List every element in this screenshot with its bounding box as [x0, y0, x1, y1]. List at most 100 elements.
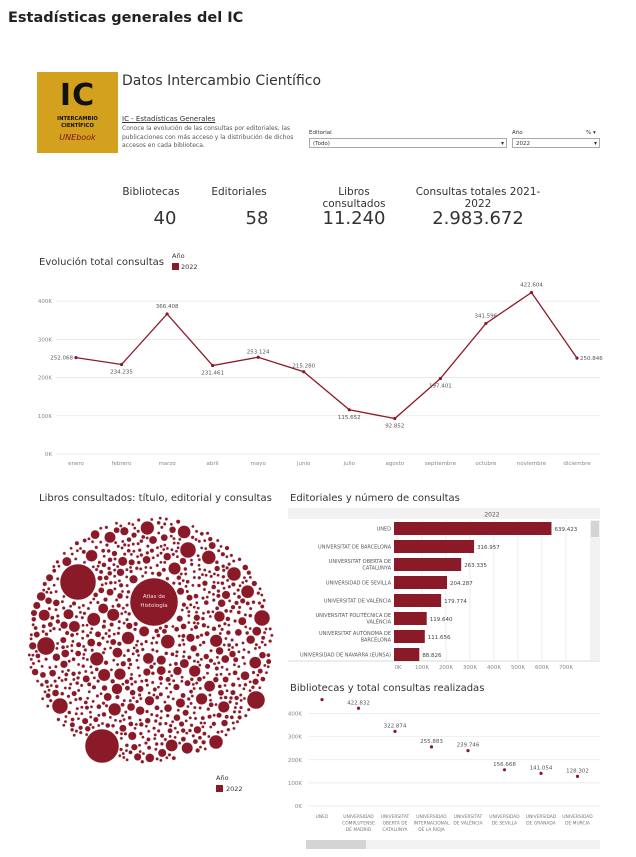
book-bubble: [101, 711, 107, 718]
book-bubble: [225, 616, 231, 622]
book-bubble: [129, 672, 134, 677]
book-bubble: [68, 604, 73, 609]
kpi-bibliotecas-value: 40: [153, 208, 177, 229]
dot-category-label: UNIVERSIDAD: [343, 814, 374, 820]
book-bubble: [204, 630, 210, 637]
dot-data-label: 156.668: [493, 762, 516, 768]
book-bubble: [118, 524, 123, 528]
book-bubble: [207, 590, 212, 595]
book-bubble: [44, 679, 50, 685]
bar-chart-scrollbar-thumb[interactable]: [591, 521, 599, 537]
editorial-filter-select[interactable]: (Todo) ▾: [309, 138, 507, 148]
book-bubble: [140, 520, 155, 536]
dot-chart-scrollbar[interactable]: [306, 840, 600, 849]
book-bubble: [129, 676, 134, 681]
line-point: [575, 356, 579, 360]
book-bubble: [33, 631, 41, 638]
book-bubble: [116, 544, 121, 549]
book-bubble: [225, 554, 229, 559]
book-bubble: [118, 753, 122, 758]
book-bubble: [142, 555, 151, 565]
book-bubble: [174, 654, 179, 658]
book-bubble: [211, 598, 216, 603]
book-bubble: [90, 539, 95, 544]
book-bubble: [135, 639, 140, 644]
book-bubble: [132, 549, 136, 554]
book-bubble: [200, 715, 206, 721]
stats-link[interactable]: IC - Estadísticas Generales: [122, 115, 216, 123]
book-bubble: [189, 723, 194, 728]
book-bubble: [113, 668, 126, 681]
book-bubble: [123, 610, 128, 614]
book-bubble: [118, 719, 123, 724]
book-bubble: [29, 665, 33, 670]
book-bubble: [265, 658, 272, 665]
book-bubble: [77, 670, 82, 675]
book-bubble: [71, 657, 76, 662]
book-bubble: [100, 721, 105, 726]
book-bubble: [104, 543, 109, 548]
book-bubble: [180, 623, 187, 630]
book-bubble: [229, 553, 234, 558]
book-bubble: [215, 593, 221, 599]
book-bubble: [144, 717, 151, 724]
dot-data-label: 422.832: [347, 700, 370, 706]
book-bubble: [193, 614, 201, 622]
book-bubble: [152, 687, 158, 692]
book-bubble: [235, 719, 240, 724]
book-bubble: [157, 748, 167, 758]
book-bubble: [164, 517, 169, 521]
bar-chart-scrollbar[interactable]: [590, 520, 600, 660]
book-bubble: [132, 646, 136, 650]
book-bubble: [106, 548, 111, 554]
book-bubble: [186, 696, 191, 702]
book-bubble: [70, 649, 74, 653]
book-bubble: [198, 745, 203, 749]
dot-chart-scrollbar-thumb[interactable]: [306, 840, 366, 849]
book-bubble: [242, 661, 247, 666]
book-bubble: [154, 640, 159, 645]
book-bubble: [167, 752, 172, 757]
book-bubble: [232, 670, 238, 676]
book-bubble: [104, 703, 109, 708]
book-bubble: [159, 716, 163, 720]
dot-category-label: CATALUNYA: [382, 827, 407, 833]
book-bubble: [106, 566, 112, 571]
book-bubble: [232, 591, 237, 596]
book-bubble: [118, 747, 124, 752]
book-bubble: [70, 727, 75, 732]
book-bubble: [237, 557, 242, 562]
book-bubble: [117, 626, 121, 630]
book-bubble: [258, 587, 262, 591]
book-bubble: [131, 542, 136, 546]
book-bubble: [150, 641, 154, 645]
book-bubble: [91, 565, 96, 569]
book-bubble: [159, 741, 164, 746]
book-bubble: [82, 652, 86, 657]
book-bubble: [180, 736, 187, 742]
book-bubble: [180, 692, 186, 699]
book-bubble: [186, 594, 193, 602]
logo-subtitle-line2: CIENTÍFICO: [61, 122, 94, 129]
book-bubble: [254, 642, 259, 647]
book-bubble: [86, 612, 101, 627]
book-bubble: [207, 734, 211, 739]
book-bubble: [208, 614, 213, 619]
book-bubble: [169, 534, 174, 538]
book-bubble: [242, 647, 246, 652]
book-bubble: [96, 713, 101, 718]
book-bubble: [102, 554, 106, 559]
book-bubble: [69, 632, 75, 638]
book-bubble: [190, 535, 195, 540]
book-bubble: [192, 659, 197, 663]
book-bubble: [75, 641, 82, 648]
book-bubble: [136, 653, 141, 658]
book-bubble: [59, 563, 97, 601]
year-filter-options-icon[interactable]: % ▾: [586, 130, 596, 136]
dot-category-label: UNIVERSIDAD: [416, 814, 447, 820]
book-bubble: [92, 592, 99, 598]
book-bubble: [190, 694, 195, 698]
book-bubble: [125, 758, 129, 762]
year-filter-select[interactable]: 2022 ▾: [512, 138, 600, 148]
book-bubble: [180, 679, 184, 684]
